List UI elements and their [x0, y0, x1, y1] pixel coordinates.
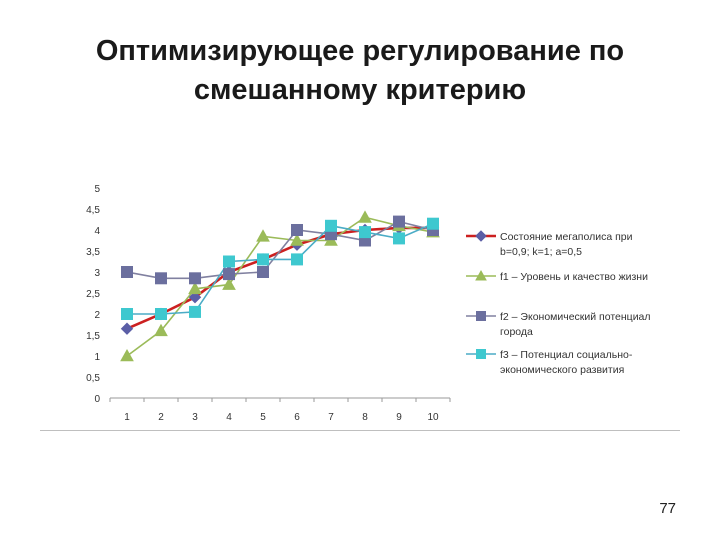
y-tick-label: 2: [94, 310, 100, 321]
data-point-series-3: [291, 224, 303, 236]
data-point-series-4: [189, 305, 201, 318]
y-tick-label: 3: [94, 268, 100, 279]
y-tick-label: 1: [94, 352, 100, 363]
y-tick-label: 0,5: [86, 373, 100, 384]
x-tick-label: 5: [260, 412, 266, 423]
data-point-series-2: [120, 348, 134, 362]
series-line-3: [126, 220, 434, 280]
legend-label-1: b=0,9; k=1; a=0,5: [500, 246, 582, 258]
data-point-series-1: [188, 290, 202, 304]
slide-title-line-2: смешанному критерию: [193, 74, 527, 106]
legend-label-4: экономического развития: [500, 364, 624, 376]
data-point-series-4: [257, 253, 269, 266]
x-tick-label: 2: [158, 412, 164, 423]
legend-marker-4: [476, 349, 486, 359]
legend-marker-3: [476, 311, 486, 321]
legend-label-1: Состояние мегаполиса при: [500, 231, 633, 243]
data-point-series-4: [291, 253, 303, 266]
x-tick-label: 6: [294, 412, 300, 423]
x-tick-label: 10: [427, 412, 439, 423]
data-point-series-3: [155, 272, 167, 285]
data-point-series-3: [223, 268, 235, 281]
data-point-series-3: [393, 215, 405, 228]
x-tick-label: 3: [192, 412, 198, 423]
data-point-series-2: [358, 210, 372, 223]
slide-title-line-1: Оптимизирующее регулирование по: [95, 35, 625, 67]
data-point-series-2: [290, 233, 304, 246]
x-tick-label: 9: [396, 412, 402, 423]
data-point-series-2: [256, 229, 270, 242]
x-tick-label: 1: [124, 412, 130, 423]
data-point-series-2: [188, 281, 202, 295]
x-tick-label: 8: [362, 412, 368, 423]
data-point-series-3: [257, 266, 269, 278]
legend-marker-1: [475, 230, 487, 242]
data-point-series-4: [223, 255, 235, 268]
data-point-series-4: [325, 219, 337, 232]
x-tick-label: 7: [328, 412, 334, 423]
y-tick-label: 2,5: [86, 289, 100, 300]
x-tick-label: 4: [226, 412, 232, 423]
y-tick-label: 5: [94, 184, 100, 195]
series-line-2: [126, 216, 434, 357]
chart-divider: [40, 430, 680, 431]
legend-marker-2: [475, 269, 487, 281]
data-point-series-3: [189, 272, 201, 285]
legend-label-3: f2 – Экономический потенциал: [500, 311, 651, 323]
data-point-series-4: [155, 308, 167, 320]
slide-title: Оптимизирующее регулирование по смешанно…: [40, 32, 680, 110]
y-tick-label: 0: [94, 394, 100, 405]
y-tick-label: 4,5: [86, 205, 100, 216]
legend-label-2: f1 – Уровень и качество жизни: [500, 271, 648, 283]
y-tick-label: 4: [94, 226, 100, 237]
legend-label-4: f3 – Потенциал социально-: [500, 349, 633, 361]
data-point-series-4: [393, 232, 405, 245]
data-point-series-4: [121, 308, 133, 320]
data-point-series-3: [121, 266, 133, 278]
data-point-series-4: [359, 226, 371, 239]
series-line-4: [127, 222, 434, 315]
page-number: 77: [659, 500, 676, 517]
y-tick-label: 3,5: [86, 247, 100, 258]
legend-label-3: города: [500, 326, 533, 338]
data-point-series-2: [154, 323, 168, 337]
data-point-series-2: [222, 277, 236, 290]
data-point-series-1: [120, 322, 134, 335]
data-point-series-4: [427, 217, 439, 230]
y-tick-label: 1,5: [86, 331, 100, 342]
